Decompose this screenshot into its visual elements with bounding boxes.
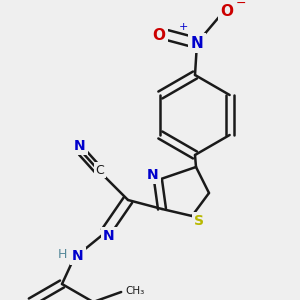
Text: N: N xyxy=(190,35,203,50)
Text: S: S xyxy=(194,214,204,228)
Text: N: N xyxy=(103,229,115,243)
Text: O: O xyxy=(152,28,166,43)
Text: +: + xyxy=(178,22,188,32)
Text: O: O xyxy=(220,4,233,20)
Text: N: N xyxy=(72,249,84,263)
Text: H: H xyxy=(57,248,67,260)
Text: −: − xyxy=(236,0,246,10)
Text: N: N xyxy=(147,168,159,182)
Text: N: N xyxy=(74,139,86,153)
Text: C: C xyxy=(96,164,104,176)
Text: CH₃: CH₃ xyxy=(125,286,144,296)
